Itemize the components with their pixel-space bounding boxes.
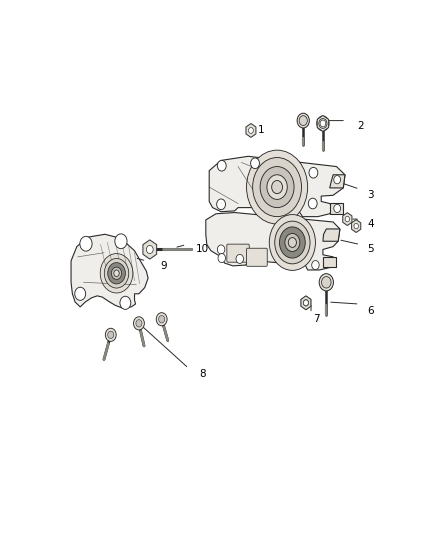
Circle shape: [75, 287, 86, 301]
Circle shape: [145, 243, 155, 256]
Polygon shape: [317, 116, 328, 132]
Circle shape: [217, 199, 226, 209]
Circle shape: [321, 277, 331, 288]
Circle shape: [108, 331, 114, 338]
Text: 3: 3: [367, 190, 374, 200]
Circle shape: [267, 175, 287, 199]
Circle shape: [108, 263, 125, 284]
Circle shape: [134, 317, 145, 330]
Text: 5: 5: [367, 245, 374, 254]
Circle shape: [275, 221, 310, 264]
Circle shape: [317, 116, 329, 131]
Circle shape: [236, 254, 244, 263]
Circle shape: [159, 316, 165, 323]
Polygon shape: [209, 156, 345, 216]
Text: 1: 1: [258, 125, 265, 135]
Circle shape: [308, 198, 317, 209]
Polygon shape: [330, 175, 345, 188]
Text: 9: 9: [160, 261, 166, 271]
Circle shape: [334, 175, 341, 184]
Circle shape: [115, 234, 127, 248]
Text: 8: 8: [199, 369, 206, 379]
Circle shape: [299, 116, 307, 125]
Circle shape: [345, 216, 350, 222]
Circle shape: [303, 300, 309, 306]
Polygon shape: [330, 204, 343, 214]
Circle shape: [279, 227, 305, 258]
Polygon shape: [246, 124, 256, 138]
Circle shape: [217, 245, 225, 254]
Circle shape: [288, 238, 297, 247]
Circle shape: [253, 158, 301, 216]
Circle shape: [104, 259, 129, 288]
Circle shape: [312, 261, 319, 270]
Polygon shape: [206, 213, 340, 270]
Circle shape: [269, 215, 315, 270]
Text: 7: 7: [313, 314, 319, 324]
Circle shape: [272, 181, 283, 193]
Circle shape: [218, 254, 226, 263]
Circle shape: [319, 273, 333, 291]
Circle shape: [319, 118, 327, 128]
Circle shape: [248, 127, 253, 133]
Text: 10: 10: [196, 245, 209, 254]
Polygon shape: [301, 296, 311, 309]
Circle shape: [120, 296, 131, 309]
Circle shape: [285, 233, 300, 252]
Polygon shape: [323, 229, 340, 241]
Text: 6: 6: [367, 306, 374, 316]
Text: 4: 4: [367, 219, 374, 229]
Circle shape: [114, 270, 119, 277]
Circle shape: [251, 158, 259, 168]
Circle shape: [217, 160, 226, 171]
FancyBboxPatch shape: [247, 248, 267, 266]
Circle shape: [146, 245, 153, 254]
Polygon shape: [323, 257, 336, 267]
Circle shape: [334, 204, 341, 213]
Circle shape: [354, 223, 358, 229]
Circle shape: [260, 166, 294, 208]
Text: 2: 2: [357, 120, 364, 131]
FancyBboxPatch shape: [227, 244, 249, 262]
Circle shape: [136, 320, 142, 327]
Circle shape: [247, 150, 307, 224]
Circle shape: [100, 254, 133, 293]
Circle shape: [111, 267, 122, 279]
Polygon shape: [352, 220, 361, 232]
Circle shape: [304, 300, 308, 306]
Circle shape: [80, 236, 92, 251]
Polygon shape: [343, 213, 352, 225]
Circle shape: [156, 313, 167, 326]
Circle shape: [147, 246, 153, 253]
Polygon shape: [143, 240, 157, 259]
Polygon shape: [301, 296, 311, 310]
Circle shape: [309, 167, 318, 178]
Circle shape: [297, 113, 309, 128]
Circle shape: [320, 120, 326, 127]
Circle shape: [105, 328, 116, 342]
Polygon shape: [71, 235, 148, 308]
